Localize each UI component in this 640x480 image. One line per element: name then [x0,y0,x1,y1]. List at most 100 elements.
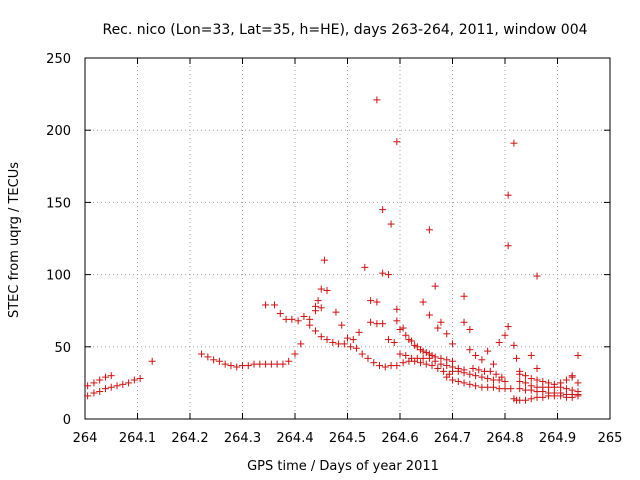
data-point [381,363,389,371]
data-point [460,369,468,377]
data-point [550,380,558,388]
x-tick-label: 264.8 [486,431,523,446]
data-point [317,285,325,293]
data-point [96,376,104,384]
data-point [527,351,535,359]
data-point [568,373,576,381]
data-point [513,354,521,362]
data-point [527,382,535,390]
data-point [384,271,392,279]
data-point [323,336,331,344]
data-point [510,139,518,147]
x-tick-labels: 264 264.1 264.2 264.3 264.4 264.5 264.6 264.7 26… [73,431,623,446]
data-point [84,392,92,400]
y-axis-label: STEC from uqrg / TECUs [7,162,22,318]
data-point [466,325,474,333]
data-point [233,363,241,371]
data-point [396,325,404,333]
data-point [574,351,582,359]
data-point [539,377,547,385]
data-point [285,357,293,365]
y-tick-label: 0 [63,413,71,428]
data-point [113,382,121,390]
data-point [527,395,535,403]
data-point [466,380,474,388]
data-point [545,379,553,387]
data-point [125,379,133,387]
data-point [504,191,512,199]
data-point [215,357,223,365]
data-point [510,341,518,349]
data-point [107,372,115,380]
data-point [367,318,375,326]
data-point [323,286,331,294]
x-tick-label: 264.1 [119,431,156,446]
data-point [495,338,503,346]
x-tick-label: 265 [598,431,623,446]
y-tick-label: 250 [46,52,71,67]
data-point [130,376,138,384]
data-point [384,336,392,344]
data-point [396,350,404,358]
axis-ticks [84,57,611,420]
data-point [379,320,387,328]
data-point [516,385,524,393]
data-point [399,324,407,332]
data-point [306,321,314,329]
y-tick-label: 200 [46,124,71,139]
data-point [533,364,541,372]
chart-title: Rec. nico (Lon=33, Lat=35, h=HE), days 2… [102,22,587,38]
data-point [347,343,355,351]
data-point [521,396,529,404]
data-point [431,282,439,290]
data-point [320,256,328,264]
grid-lines [85,58,610,419]
data-point [288,315,296,323]
data-point [434,364,442,372]
data-point [361,263,369,271]
data-point [332,308,340,316]
data-point [96,388,104,396]
data-point [349,336,357,344]
data-point [90,389,98,397]
data-point [402,331,410,339]
data-point [428,362,436,370]
data-point [311,327,319,335]
data-point [527,375,535,383]
data-point [454,367,462,375]
data-point [338,321,346,329]
data-points [84,96,582,404]
data-point [210,356,218,364]
data-point [422,349,430,357]
data-point [352,344,360,352]
data-point [390,338,398,346]
data-point [437,318,445,326]
data-point [443,373,451,381]
data-point [317,304,325,312]
data-point [364,354,372,362]
data-point [460,318,468,326]
data-point [416,346,424,354]
data-point [507,385,515,393]
data-point [521,372,529,380]
data-point [472,382,480,390]
x-tick-label: 264.6 [381,431,418,446]
data-point [136,375,144,383]
data-point [425,311,433,319]
data-point [358,350,366,358]
data-point [574,388,582,396]
data-point [101,373,109,381]
data-point [475,366,483,374]
data-point [425,354,433,362]
data-point [373,96,381,104]
data-point [297,340,305,348]
data-point [562,376,570,384]
data-point [101,385,109,393]
data-point [379,269,387,277]
data-point [562,385,570,393]
data-point [460,292,468,300]
data-point [405,336,413,344]
data-point [422,360,430,368]
x-axis-label: GPS time / Days of year 2011 [247,459,439,474]
